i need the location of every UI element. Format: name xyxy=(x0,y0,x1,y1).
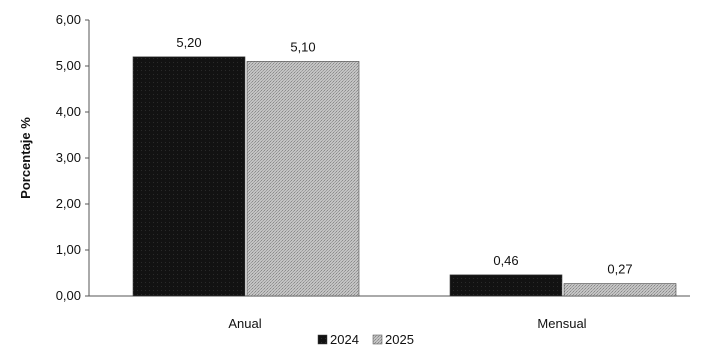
legend-swatch-2025 xyxy=(372,334,383,345)
bar-2024-anual xyxy=(132,56,246,297)
data-label-2024-mensual: 0,46 xyxy=(493,253,518,268)
data-label-2024-anual: 5,20 xyxy=(176,35,201,50)
bars-group xyxy=(132,56,677,297)
legend-swatch-2024 xyxy=(317,334,328,345)
y-tick-label: 1,00 xyxy=(56,242,81,257)
category-labels-group: Anual Mensual xyxy=(228,316,586,331)
data-label-2025-mensual: 0,27 xyxy=(607,262,632,277)
y-tick-label: 5,00 xyxy=(56,58,81,73)
data-labels-group: 5,20 5,10 0,46 0,27 xyxy=(176,35,632,277)
bar-2024-mensual xyxy=(449,274,563,297)
y-tick-label: 3,00 xyxy=(56,150,81,165)
legend-label-2024: 2024 xyxy=(330,332,359,347)
bar-2025-mensual xyxy=(563,283,677,297)
category-label-anual: Anual xyxy=(228,316,261,331)
legend: 2024 2025 xyxy=(317,332,414,347)
y-tick-label: 4,00 xyxy=(56,104,81,119)
legend-label-2025: 2025 xyxy=(385,332,414,347)
y-axis-title: Porcentaje % xyxy=(18,117,33,199)
y-tick-label: 6,00 xyxy=(56,12,81,27)
data-label-2025-anual: 5,10 xyxy=(290,39,315,54)
y-tick-label: 0,00 xyxy=(56,288,81,303)
y-axis-ticks: 0,00 1,00 2,00 3,00 4,00 5,00 6,00 xyxy=(56,12,89,303)
y-tick-label: 2,00 xyxy=(56,196,81,211)
category-label-mensual: Mensual xyxy=(537,316,586,331)
bar-2025-anual xyxy=(246,61,360,297)
